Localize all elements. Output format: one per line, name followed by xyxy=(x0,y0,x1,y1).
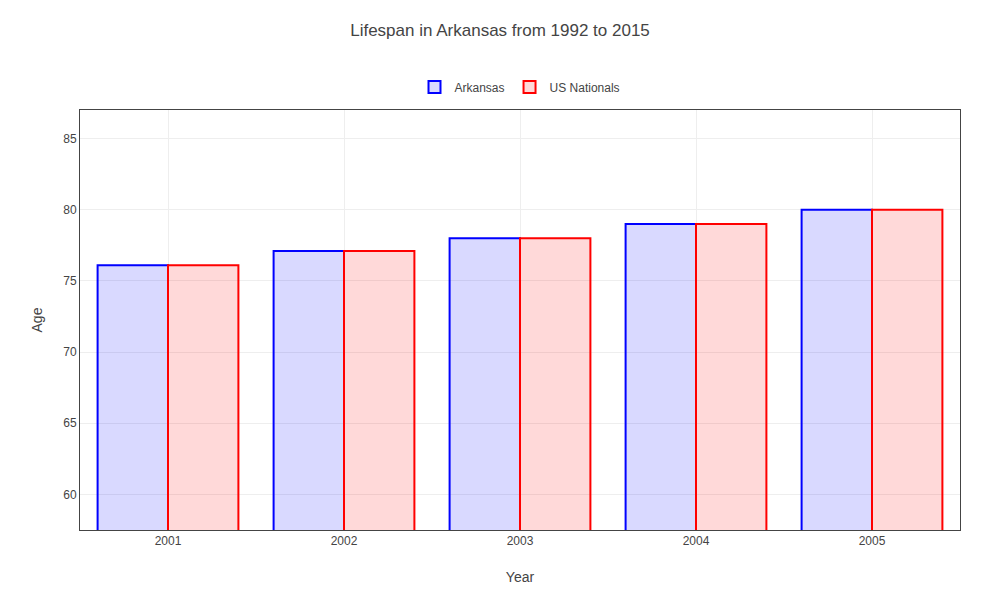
svg-text:2004: 2004 xyxy=(683,534,710,548)
svg-text:2002: 2002 xyxy=(331,534,358,548)
svg-text:Age: Age xyxy=(29,307,45,332)
svg-text:Lifespan in Arkansas from 1992: Lifespan in Arkansas from 1992 to 2015 xyxy=(350,21,650,40)
svg-text:Year: Year xyxy=(506,569,535,585)
svg-text:2001: 2001 xyxy=(155,534,182,548)
svg-text:2003: 2003 xyxy=(507,534,534,548)
svg-text:80: 80 xyxy=(63,203,77,217)
svg-text:70: 70 xyxy=(63,345,77,359)
svg-text:60: 60 xyxy=(63,488,77,502)
svg-text:Arkansas: Arkansas xyxy=(455,81,505,95)
svg-text:US Nationals: US Nationals xyxy=(550,81,620,95)
svg-text:65: 65 xyxy=(63,416,77,430)
svg-text:75: 75 xyxy=(63,274,77,288)
svg-text:85: 85 xyxy=(63,132,77,146)
svg-text:2005: 2005 xyxy=(859,534,886,548)
